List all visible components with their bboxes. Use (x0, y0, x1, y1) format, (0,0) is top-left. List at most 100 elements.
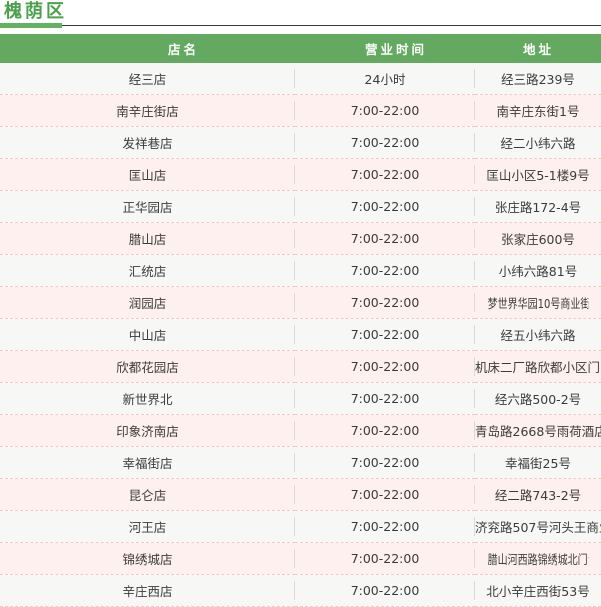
store-name-text: 新世界北 (122, 392, 173, 407)
business-hours-text: 7:00-22:00 (350, 519, 420, 534)
store-address-text: 匡山小区5-1楼9号 (486, 168, 590, 183)
store-name-text: 辛庄西店 (122, 584, 173, 599)
table-header-row: 店名 营业时间 地址 (0, 34, 601, 63)
store-address-text: 小纬六路81号 (498, 264, 578, 279)
cell-store-address: 幸福街25号 (475, 446, 601, 479)
cell-store-address: 经三路239号 (475, 63, 601, 95)
table-row: 润园店 7:00-22:00 梦世界华园10号商业街102室 (0, 286, 601, 319)
store-address-text: 济兖路507号河头王商业街 (475, 520, 601, 535)
business-hours-text: 7:00-22:00 (350, 423, 420, 438)
cell-store-name: 正华园店 (0, 190, 295, 223)
store-name-text: 中山店 (128, 328, 167, 343)
cell-business-hours: 7:00-22:00 (295, 574, 475, 607)
store-address-text: 梦世界华园10号商业街102室 (487, 296, 589, 311)
cell-store-name: 中山店 (0, 318, 295, 351)
cell-business-hours: 7:00-22:00 (295, 350, 475, 383)
store-address-text: 腊山河西路锦绣城北门邻聚街6-103 (487, 552, 589, 567)
table-row: 经三店 24小时 经三路239号 (0, 63, 601, 95)
table-row: 发祥巷店 7:00-22:00 经二小纬六路 (0, 126, 601, 159)
cell-business-hours: 7:00-22:00 (295, 158, 475, 191)
cell-store-name: 腊山店 (0, 222, 295, 255)
table-head: 店名 营业时间 地址 (0, 34, 601, 63)
cell-store-address: 南辛庄东街1号 (475, 94, 601, 127)
cell-store-address: 张庄路172-4号 (475, 190, 601, 223)
cell-store-name: 发祥巷店 (0, 126, 295, 159)
cell-store-address: 经二路743-2号 (475, 478, 601, 511)
business-hours-text: 7:00-22:00 (350, 295, 420, 310)
store-name-text: 锦绣城店 (122, 552, 173, 567)
title-underline (0, 23, 62, 28)
table-row: 新世界北 7:00-22:00 经六路500-2号 (0, 382, 601, 415)
store-address-text: 青岛路2668号雨荷酒店一层 (475, 424, 601, 439)
table-row: 河王店 7:00-22:00 济兖路507号河头王商业街 (0, 510, 601, 543)
store-name-text: 汇统店 (128, 264, 167, 279)
cell-store-name: 南辛庄街店 (0, 94, 295, 127)
cell-business-hours: 7:00-22:00 (295, 542, 475, 575)
column-header-store-name: 店名 (0, 34, 295, 63)
store-name-text: 润园店 (128, 296, 167, 311)
cell-store-address: 小纬六路81号 (475, 254, 601, 287)
store-address-text: 南辛庄东街1号 (496, 104, 580, 119)
store-address-text: 经二小纬六路 (500, 136, 576, 151)
cell-store-name: 昆仑店 (0, 478, 295, 511)
cell-store-address: 经二小纬六路 (475, 126, 601, 159)
business-hours-text: 7:00-22:00 (350, 487, 420, 502)
business-hours-text: 7:00-22:00 (350, 327, 420, 342)
cell-store-address: 青岛路2668号雨荷酒店一层 (475, 414, 601, 447)
table-row: 辛庄西店 7:00-22:00 北小辛庄西街53号 (0, 574, 601, 607)
cell-store-address: 济兖路507号河头王商业街 (475, 510, 601, 543)
store-address-text: 机床二厂路欣都小区门口 (475, 360, 601, 375)
store-address-text: 经五小纬六路 (500, 328, 576, 343)
page-title: 槐荫区 (4, 1, 67, 22)
table-row: 锦绣城店 7:00-22:00 腊山河西路锦绣城北门邻聚街6-103 (0, 542, 601, 575)
cell-store-address: 梦世界华园10号商业街102室 (475, 286, 601, 319)
cell-store-address: 腊山河西路锦绣城北门邻聚街6-103 (475, 542, 601, 575)
cell-store-name: 河王店 (0, 510, 295, 543)
table-row: 幸福街店 7:00-22:00 幸福街25号 (0, 446, 601, 479)
table-row: 昆仑店 7:00-22:00 经二路743-2号 (0, 478, 601, 511)
table-row: 腊山店 7:00-22:00 张家庄600号 (0, 222, 601, 255)
cell-business-hours: 7:00-22:00 (295, 190, 475, 223)
table-body: 经三店 24小时 经三路239号 南辛庄街店 7:00-22:00 南辛庄东街1号 发祥巷店… (0, 63, 601, 607)
cell-store-address: 经五小纬六路 (475, 318, 601, 351)
cell-store-name: 欣都花园店 (0, 350, 295, 383)
store-name-text: 欣都花园店 (116, 360, 179, 375)
business-hours-text: 7:00-22:00 (350, 103, 420, 118)
cell-store-name: 辛庄西店 (0, 574, 295, 607)
cell-store-address: 经六路500-2号 (475, 382, 601, 415)
cell-store-name: 汇统店 (0, 254, 295, 287)
cell-store-address: 北小辛庄西街53号 (475, 574, 601, 607)
store-address-text: 北小辛庄西街53号 (486, 584, 590, 599)
store-name-text: 昆仑店 (128, 488, 167, 503)
table-row: 正华园店 7:00-22:00 张庄路172-4号 (0, 190, 601, 223)
business-hours-text: 7:00-22:00 (350, 263, 420, 278)
cell-store-name: 锦绣城店 (0, 542, 295, 575)
cell-business-hours: 7:00-22:00 (295, 286, 475, 319)
store-name-text: 幸福街店 (122, 456, 173, 471)
store-address-text: 张家庄600号 (501, 232, 575, 247)
cell-business-hours: 24小时 (295, 63, 475, 95)
table-row: 匡山店 7:00-22:00 匡山小区5-1楼9号 (0, 158, 601, 191)
business-hours-text: 7:00-22:00 (350, 455, 420, 470)
cell-business-hours: 7:00-22:00 (295, 382, 475, 415)
business-hours-text: 7:00-22:00 (350, 359, 420, 374)
store-address-text: 经二路743-2号 (494, 488, 582, 503)
cell-store-name: 印象济南店 (0, 414, 295, 447)
table-row: 中山店 7:00-22:00 经五小纬六路 (0, 318, 601, 351)
business-hours-text: 7:00-22:00 (350, 583, 420, 598)
cell-business-hours: 7:00-22:00 (295, 510, 475, 543)
cell-store-address: 机床二厂路欣都小区门口 (475, 350, 601, 383)
cell-business-hours: 7:00-22:00 (295, 222, 475, 255)
table-row: 欣都花园店 7:00-22:00 机床二厂路欣都小区门口 (0, 350, 601, 383)
table-row: 汇统店 7:00-22:00 小纬六路81号 (0, 254, 601, 287)
store-name-text: 河王店 (128, 520, 167, 535)
cell-business-hours: 7:00-22:00 (295, 446, 475, 479)
store-address-text: 经三路239号 (501, 72, 575, 87)
cell-business-hours: 7:00-22:00 (295, 94, 475, 127)
business-hours-text: 7:00-22:00 (350, 135, 420, 150)
store-name-text: 腊山店 (128, 232, 167, 247)
store-address-text: 经六路500-2号 (494, 392, 582, 407)
cell-store-address: 匡山小区5-1楼9号 (475, 158, 601, 191)
store-name-text: 匡山店 (128, 168, 167, 183)
column-header-hours: 营业时间 (295, 34, 475, 63)
